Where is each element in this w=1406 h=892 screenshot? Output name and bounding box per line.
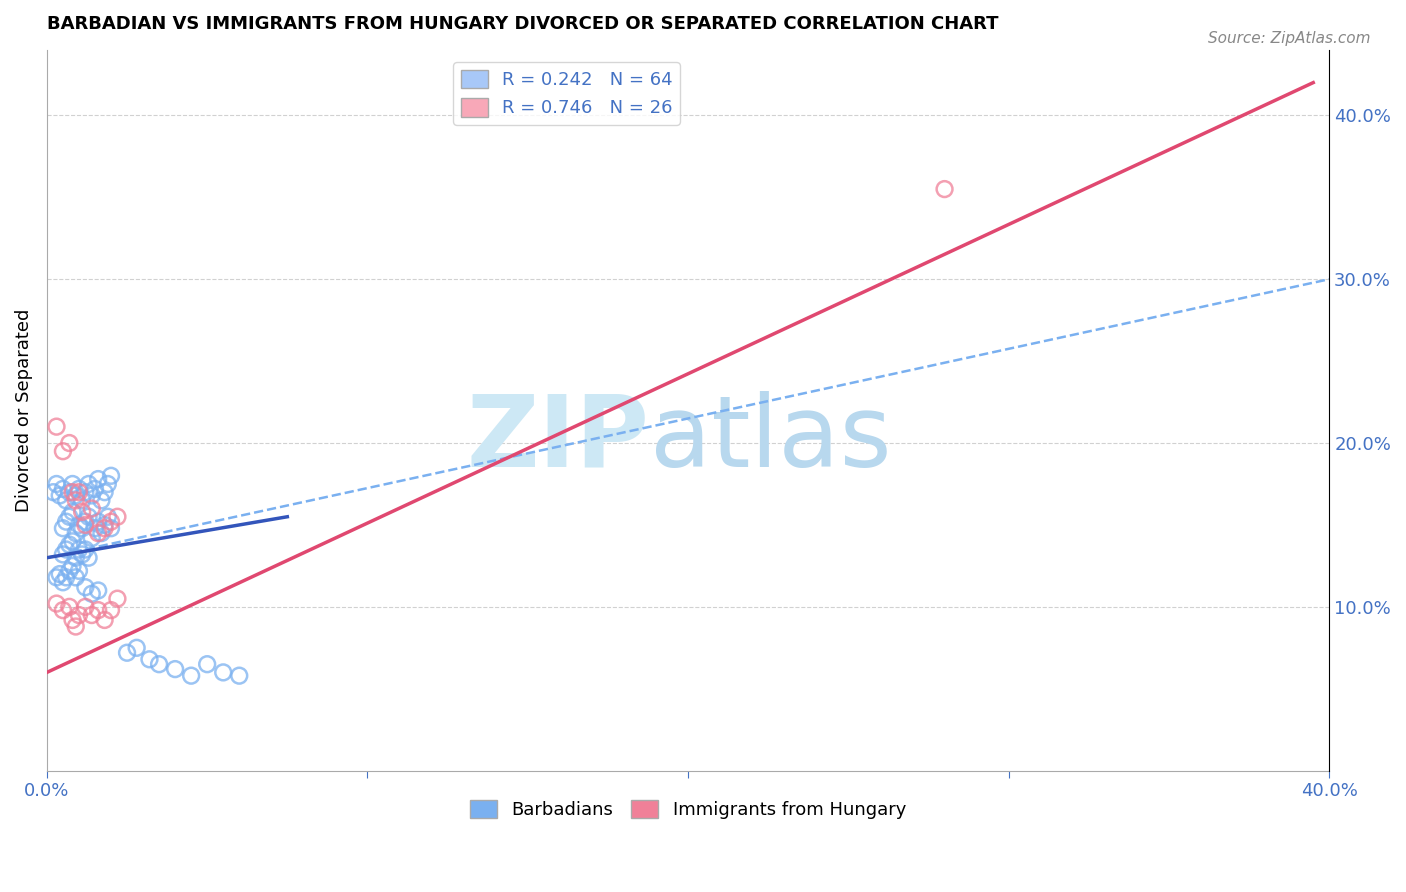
Point bbox=[87, 583, 110, 598]
Point bbox=[65, 570, 87, 584]
Point bbox=[62, 485, 84, 500]
Point bbox=[58, 436, 80, 450]
Point bbox=[80, 488, 103, 502]
Point bbox=[58, 538, 80, 552]
Point bbox=[62, 613, 84, 627]
Point bbox=[100, 515, 122, 529]
Point bbox=[80, 531, 103, 545]
Point bbox=[48, 488, 70, 502]
Point bbox=[75, 515, 97, 529]
Point bbox=[100, 521, 122, 535]
Text: atlas: atlas bbox=[650, 391, 891, 488]
Point bbox=[107, 591, 129, 606]
Point bbox=[65, 619, 87, 633]
Point bbox=[70, 493, 93, 508]
Point bbox=[58, 485, 80, 500]
Point bbox=[84, 521, 107, 535]
Point bbox=[70, 521, 93, 535]
Point bbox=[67, 485, 90, 500]
Point bbox=[62, 477, 84, 491]
Text: Source: ZipAtlas.com: Source: ZipAtlas.com bbox=[1208, 31, 1371, 46]
Point bbox=[42, 485, 65, 500]
Point bbox=[52, 575, 75, 590]
Point bbox=[52, 603, 75, 617]
Point bbox=[90, 526, 112, 541]
Point bbox=[52, 548, 75, 562]
Point bbox=[87, 472, 110, 486]
Point bbox=[77, 550, 100, 565]
Point bbox=[45, 570, 67, 584]
Point bbox=[70, 505, 93, 519]
Point bbox=[65, 488, 87, 502]
Point bbox=[52, 482, 75, 496]
Point bbox=[100, 603, 122, 617]
Point bbox=[75, 580, 97, 594]
Point bbox=[107, 509, 129, 524]
Point bbox=[87, 526, 110, 541]
Point bbox=[148, 657, 170, 672]
Text: ZIP: ZIP bbox=[467, 391, 650, 488]
Legend: Barbadians, Immigrants from Hungary: Barbadians, Immigrants from Hungary bbox=[463, 793, 914, 827]
Point bbox=[87, 515, 110, 529]
Point bbox=[58, 599, 80, 614]
Point bbox=[93, 485, 115, 500]
Point bbox=[65, 550, 87, 565]
Point bbox=[93, 613, 115, 627]
Point bbox=[77, 477, 100, 491]
Point bbox=[93, 521, 115, 535]
Point bbox=[62, 505, 84, 519]
Point bbox=[67, 564, 90, 578]
Point bbox=[228, 668, 250, 682]
Point bbox=[55, 570, 77, 584]
Point bbox=[75, 542, 97, 557]
Point bbox=[90, 493, 112, 508]
Point bbox=[195, 657, 218, 672]
Point bbox=[55, 542, 77, 557]
Point bbox=[62, 558, 84, 573]
Point bbox=[45, 419, 67, 434]
Point bbox=[212, 665, 235, 680]
Point bbox=[97, 509, 120, 524]
Point bbox=[93, 518, 115, 533]
Point bbox=[67, 542, 90, 557]
Point bbox=[97, 477, 120, 491]
Point bbox=[70, 548, 93, 562]
Point bbox=[115, 646, 138, 660]
Point bbox=[80, 587, 103, 601]
Point bbox=[55, 515, 77, 529]
Point bbox=[58, 564, 80, 578]
Point bbox=[80, 608, 103, 623]
Point bbox=[65, 493, 87, 508]
Point bbox=[138, 652, 160, 666]
Point bbox=[62, 534, 84, 549]
Point bbox=[75, 599, 97, 614]
Point bbox=[87, 603, 110, 617]
Text: BARBADIAN VS IMMIGRANTS FROM HUNGARY DIVORCED OR SEPARATED CORRELATION CHART: BARBADIAN VS IMMIGRANTS FROM HUNGARY DIV… bbox=[46, 15, 998, 33]
Point bbox=[77, 509, 100, 524]
Point bbox=[84, 482, 107, 496]
Point bbox=[58, 509, 80, 524]
Point bbox=[55, 493, 77, 508]
Point bbox=[100, 468, 122, 483]
Y-axis label: Divorced or Separated: Divorced or Separated bbox=[15, 309, 32, 512]
Point bbox=[180, 668, 202, 682]
Point bbox=[165, 662, 187, 676]
Point bbox=[67, 608, 90, 623]
Point bbox=[125, 640, 148, 655]
Point bbox=[45, 477, 67, 491]
Point bbox=[48, 567, 70, 582]
Point bbox=[67, 482, 90, 496]
Point bbox=[52, 521, 75, 535]
Point bbox=[67, 518, 90, 533]
Point bbox=[75, 518, 97, 533]
Point bbox=[52, 444, 75, 458]
Point bbox=[65, 526, 87, 541]
Point bbox=[45, 597, 67, 611]
Point bbox=[934, 182, 956, 196]
Point bbox=[80, 501, 103, 516]
Point bbox=[75, 485, 97, 500]
